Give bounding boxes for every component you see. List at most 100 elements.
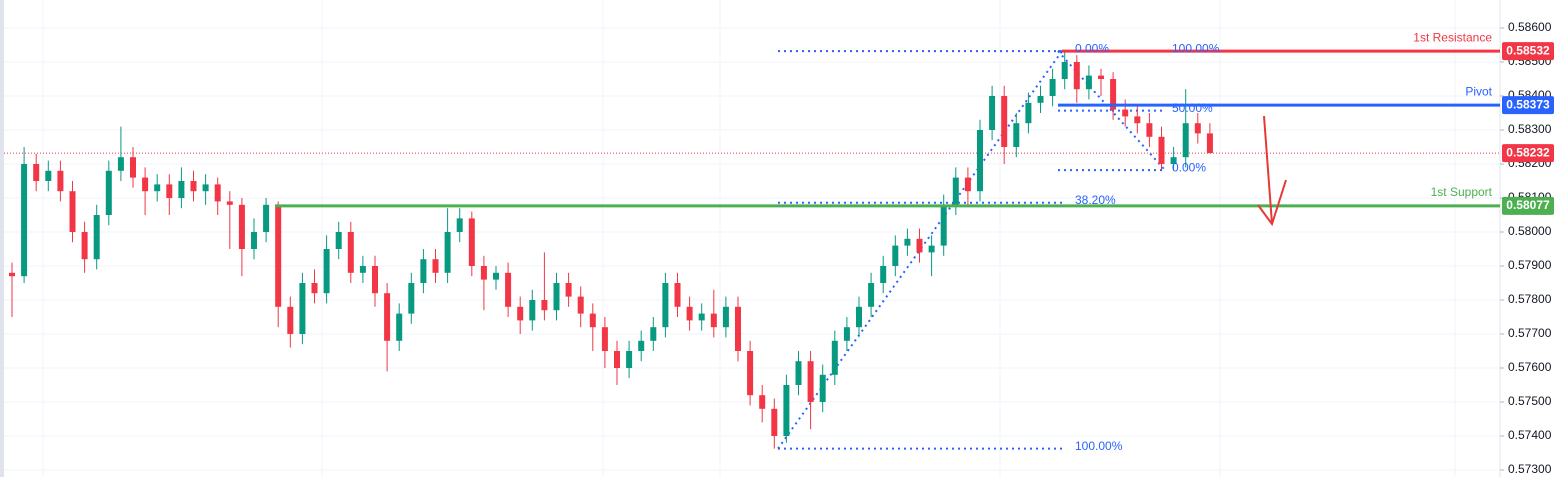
candle-body <box>1013 123 1020 147</box>
y-tick-label: 0.57800 <box>1508 292 1552 306</box>
candle-body <box>505 272 512 307</box>
y-tick-label: 0.58300 <box>1508 122 1552 136</box>
fib-label: 38.20% <box>1075 193 1116 207</box>
candle-body <box>952 177 959 205</box>
candle-body <box>275 204 282 307</box>
candle-body <box>1037 96 1044 103</box>
level-name: 1st Resistance <box>1413 30 1492 44</box>
candle-body <box>1146 123 1153 137</box>
candle-body <box>710 313 717 328</box>
candle-body <box>565 283 572 297</box>
candle-body <box>577 296 584 314</box>
candle-body <box>928 245 935 253</box>
candle-body <box>408 283 415 314</box>
candle-body <box>311 283 318 294</box>
candle-body <box>529 300 536 321</box>
candle-body <box>21 164 28 277</box>
candle-body <box>940 204 947 246</box>
candle-body <box>686 306 693 321</box>
candle-body <box>238 204 245 249</box>
fib-label: 100.00% <box>1075 439 1123 453</box>
level-price: 0.58532 <box>1506 43 1550 57</box>
fib-label: 100.00% <box>1172 41 1220 55</box>
candle-body <box>347 232 354 273</box>
level-price-box <box>1502 196 1554 215</box>
candle-body <box>553 283 560 311</box>
candle-body <box>843 327 850 341</box>
candle-body <box>783 385 790 436</box>
candle-body <box>892 245 899 266</box>
arrow-head <box>1257 179 1287 227</box>
candle-body <box>456 218 463 232</box>
candle-body <box>105 170 112 215</box>
candle-body <box>81 232 88 260</box>
level-price-box <box>1502 42 1554 61</box>
vertical-grid <box>42 0 1456 477</box>
candle-body <box>868 283 875 307</box>
candle-body <box>964 177 971 192</box>
candle-body <box>287 306 294 334</box>
y-tick-label: 0.57900 <box>1508 258 1552 272</box>
candle-body <box>759 395 766 409</box>
arrow-shaft <box>1263 115 1273 225</box>
candle-body <box>856 306 862 328</box>
candle-body <box>880 266 887 283</box>
down-arrow <box>1257 115 1287 227</box>
candle-body <box>1170 157 1177 164</box>
level-name: 1st Support <box>1431 185 1493 199</box>
candle-body <box>117 157 124 171</box>
candle-body <box>33 164 40 181</box>
fib-label: 0.00% <box>1075 41 1109 55</box>
y-tick-label: 0.57400 <box>1508 428 1552 442</box>
candle-body <box>1098 75 1104 79</box>
fib-trend <box>1057 50 1166 171</box>
level-price-box <box>1502 96 1554 115</box>
y-tick-label: 0.58600 <box>1508 20 1552 34</box>
last-price-label: 0.58232 <box>1506 145 1550 159</box>
candle-body <box>468 218 475 266</box>
fib-label: 50.00% <box>1172 101 1213 115</box>
candle-body <box>444 232 451 273</box>
y-tick-label: 0.57500 <box>1508 394 1552 408</box>
candle-body <box>698 313 705 321</box>
candle-body <box>601 327 608 351</box>
candle-body <box>614 351 620 368</box>
candle-body <box>1085 75 1092 90</box>
level-price: 0.58077 <box>1506 198 1550 212</box>
candle-body <box>335 232 342 249</box>
y-tick-label: 0.58000 <box>1508 224 1552 238</box>
candle-body <box>1061 62 1068 79</box>
candle-body <box>1073 62 1080 90</box>
candle-body <box>807 361 814 402</box>
candle-body <box>1001 96 1008 147</box>
candle-body <box>989 96 996 130</box>
candle-body <box>977 130 983 192</box>
candle-body <box>45 170 52 181</box>
candle-body <box>432 259 439 273</box>
candle-body <box>323 249 330 294</box>
last-price-box <box>1502 144 1554 163</box>
candle-body <box>57 170 64 192</box>
fib-label: 0.00% <box>1172 160 1206 174</box>
level-price: 0.58373 <box>1506 97 1550 111</box>
candle-body <box>420 259 427 283</box>
candle-body <box>674 283 681 307</box>
candle-body <box>178 181 185 198</box>
candle-body <box>130 157 136 178</box>
candle-body <box>1110 79 1117 110</box>
candle-body <box>93 215 100 260</box>
candle-body <box>638 340 645 351</box>
candle-body <box>735 306 741 351</box>
candle-body <box>480 266 487 280</box>
level-name: Pivot <box>1465 84 1492 98</box>
candle-body <box>517 306 524 321</box>
y-tick-label: 0.57300 <box>1508 462 1552 476</box>
candle-body <box>359 266 366 273</box>
candle-body <box>493 272 499 280</box>
candle-body <box>384 293 391 341</box>
candle-body <box>142 177 149 192</box>
candle-body <box>299 283 306 334</box>
candle-body <box>747 351 754 396</box>
candle-body <box>69 191 76 232</box>
